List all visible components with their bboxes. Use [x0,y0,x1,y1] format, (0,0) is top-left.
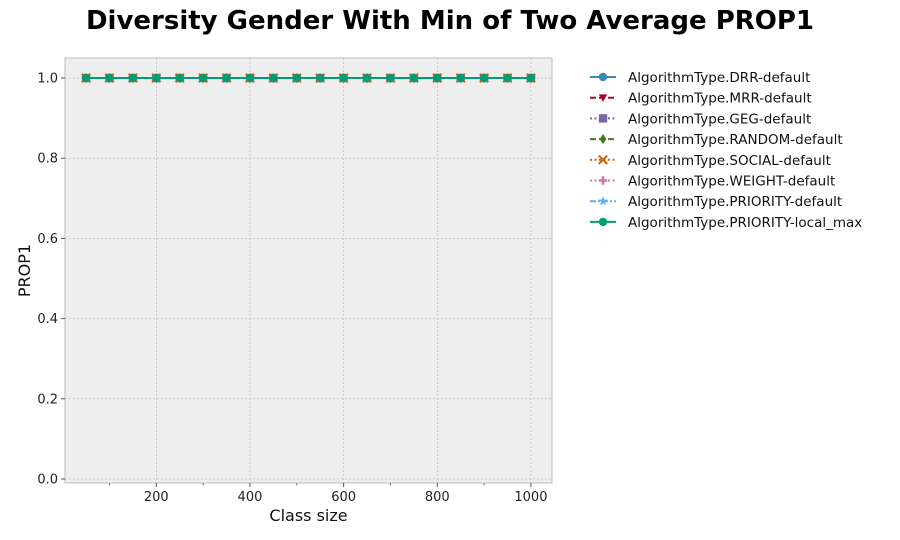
data-point [152,73,161,83]
legend-marker [598,196,608,206]
legend-entry: AlgorithmType.PRIORITY-default [590,194,842,210]
data-point [503,73,512,83]
legend-marker [598,217,608,227]
y-tick-label: 1.0 [37,72,58,87]
data-point [339,73,348,83]
data-point [456,73,465,83]
legend-label: AlgorithmType.PRIORITY-default [628,194,842,210]
legend-label: AlgorithmType.DRR-default [628,70,810,86]
chart-title: Diversity Gender With Min of Two Average… [85,6,815,36]
legend-label: AlgorithmType.PRIORITY-local_max [628,215,862,231]
x-tick-label: 600 [331,490,356,505]
data-point [245,73,255,83]
legend-label: AlgorithmType.WEIGHT-default [628,174,835,190]
y-tick-label: 0.0 [37,472,58,487]
y-tick-label: 0.8 [37,152,58,167]
x-tick-label: 400 [238,490,263,505]
data-point [362,73,372,83]
data-point [316,73,325,83]
x-tick-label: 800 [425,490,450,505]
data-point [386,73,395,83]
data-point [128,73,138,83]
x-tick-label: 1000 [514,490,547,505]
legend-entry: AlgorithmType.DRR-default [590,70,810,86]
legend-entry: AlgorithmType.WEIGHT-default [590,174,835,190]
y-axis: 0.0 0.2 0.4 0.6 0.8 1.0 [37,72,65,487]
legend-entry: AlgorithmType.SOCIAL-default [590,153,831,169]
legend-marker [599,134,607,145]
y-tick-label: 0.6 [37,232,58,247]
y-tick-label: 0.4 [37,312,58,327]
legend-entry: AlgorithmType.GEG-default [590,111,811,127]
legend-label: AlgorithmType.MRR-default [628,91,812,107]
y-axis-label: PROP1 [15,244,34,297]
legend-marker [598,154,608,165]
data-point [433,73,442,83]
data-point [409,73,419,83]
data-point [222,73,231,83]
data-point [479,73,489,83]
data-point [526,73,536,83]
legend-entry: AlgorithmType.MRR-default [590,91,812,107]
legend: AlgorithmType.DRR-default AlgorithmType.M… [590,70,862,231]
x-tick-label: 200 [144,490,169,505]
legend-entry: AlgorithmType.PRIORITY-local_max [590,215,862,231]
legend-label: AlgorithmType.RANDOM-default [628,132,843,148]
plot-background [64,57,553,484]
data-point [81,73,91,83]
x-axis-label: Class size [269,506,347,525]
legend-marker [598,176,608,185]
series-layer [81,73,536,84]
legend-label: AlgorithmType.GEG-default [628,111,811,127]
series-8 [81,73,536,83]
legend-entry: AlgorithmType.RANDOM-default [590,132,843,148]
data-point [105,73,114,83]
data-point [269,73,278,83]
x-axis: 200 400 600 800 1000 [109,483,547,505]
legend-marker [598,72,608,82]
y-tick-label: 0.2 [37,392,58,407]
legend-marker [598,94,608,102]
legend-label: AlgorithmType.SOCIAL-default [628,153,831,169]
legend-marker [598,114,608,123]
data-point [292,73,301,83]
data-point [175,73,184,83]
data-point [198,73,208,83]
